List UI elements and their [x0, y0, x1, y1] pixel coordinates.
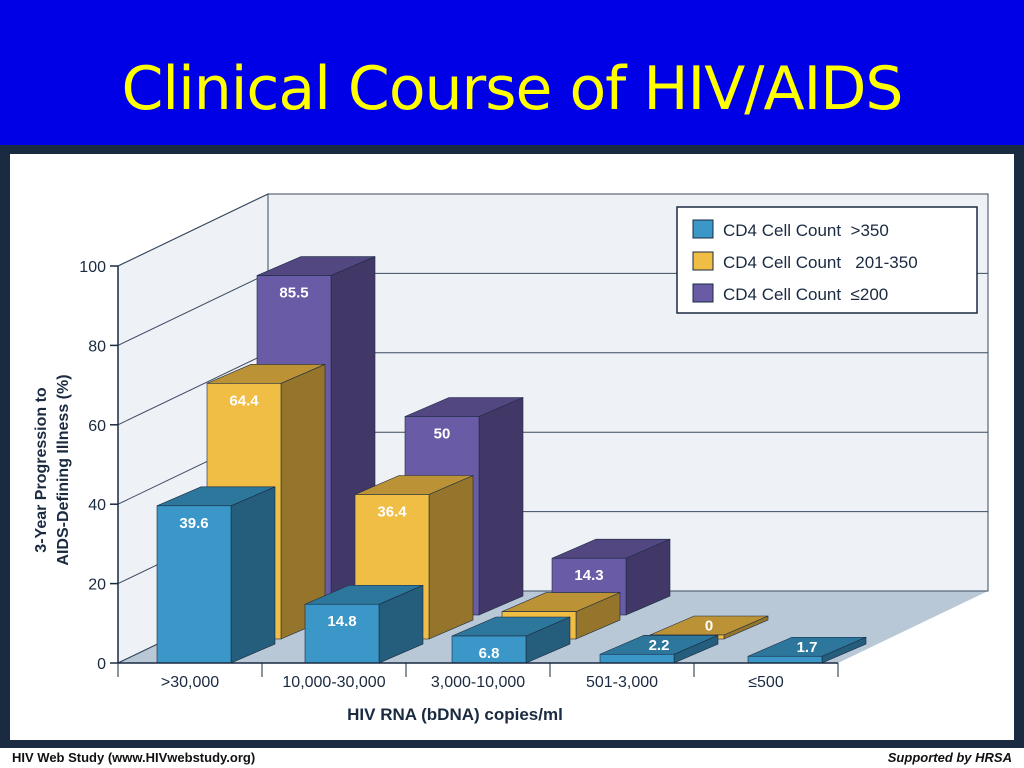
legend-entry: CD4 Cell Count >350 — [723, 221, 889, 240]
legend-box — [676, 206, 978, 314]
y-tick-label: 60 — [88, 418, 106, 435]
bar-data-label: 14.3 — [574, 567, 603, 584]
bar-data-label: 2.2 — [649, 637, 670, 654]
gridline-side — [117, 352, 269, 426]
bar-data-label: 85.5 — [279, 285, 308, 302]
bar-data-label: 0 — [705, 618, 713, 635]
y-tick-label: 0 — [97, 656, 106, 673]
x-tick-label: 501-3,000 — [586, 674, 658, 691]
bar-side — [478, 397, 524, 616]
bar-0-2: 6.8 — [451, 616, 571, 664]
y-tick-label: 20 — [88, 577, 106, 594]
y-axis-label-line2: AIDS-Defining Illness (%) — [55, 374, 72, 565]
bar-side — [428, 475, 474, 640]
x-tick-label: 3,000-10,000 — [431, 674, 525, 691]
y-tick-label: 100 — [79, 259, 106, 276]
bar-0-1: 14.8 — [304, 584, 424, 664]
bar-data-label: 6.8 — [479, 645, 500, 662]
legend-swatch — [692, 219, 714, 239]
bar-side — [280, 363, 326, 640]
x-tick-label: ≤500 — [748, 674, 784, 691]
bar-data-label: 50 — [434, 426, 451, 443]
bar-front — [599, 653, 675, 664]
bar-data-label: 1.7 — [797, 639, 818, 656]
legend-entry: CD4 Cell Count 201-350 — [723, 253, 918, 272]
y-axis-ticks: 0 20 40 60 80 100 — [79, 259, 119, 673]
x-axis-label: HIV RNA (bDNA) copies/ml — [347, 705, 563, 724]
legend: CD4 Cell Count >350 CD4 Cell Count 201-35… — [676, 206, 978, 314]
legend-entry: CD4 Cell Count ≤200 — [723, 285, 888, 304]
legend-swatch — [692, 283, 714, 303]
legend-swatch — [692, 251, 714, 271]
slide-title: Clinical Course of HIV/AIDS — [121, 54, 904, 124]
bar-data-label: 64.4 — [229, 392, 259, 409]
bar-front — [747, 655, 823, 664]
footer-source: HIV Web Study (www.HIVwebstudy.org) — [12, 750, 256, 765]
bar-data-label: 14.8 — [327, 613, 356, 630]
bar-data-label: 39.6 — [179, 515, 208, 532]
bar-0-0: 39.6 — [156, 486, 276, 664]
y-axis-label-line1: 3-Year Progression to — [33, 387, 50, 553]
x-tick-label: 10,000-30,000 — [282, 674, 385, 691]
y-tick-label: 40 — [88, 497, 106, 514]
y-axis-label: 3-Year Progression to AIDS-Defining Illn… — [33, 374, 72, 565]
y-tick-label: 80 — [88, 338, 106, 355]
bar-front — [304, 603, 380, 664]
bar-0-3: 2.2 — [599, 634, 719, 664]
bar-side — [230, 486, 276, 664]
bar-data-label: 36.4 — [377, 503, 407, 520]
gridline-side — [117, 272, 269, 346]
x-tick-label: >30,000 — [161, 674, 219, 691]
footer: HIV Web Study (www.HIVwebstudy.org) Supp… — [0, 748, 1024, 768]
gridline-side — [117, 193, 269, 267]
x-axis-ticks: >30,000 10,000-30,000 3,000-10,000 501-3,00… — [117, 662, 839, 691]
bar-front — [156, 505, 232, 664]
footer-credit: Supported by HRSA — [887, 750, 1012, 765]
